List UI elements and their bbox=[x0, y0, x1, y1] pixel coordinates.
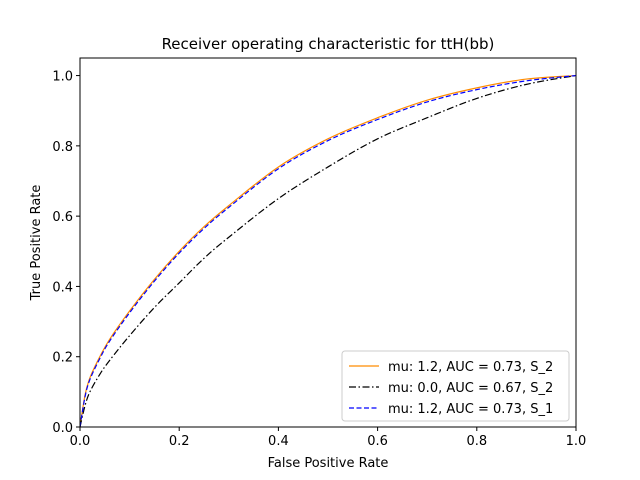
x-tick-label: 0.4 bbox=[268, 434, 289, 449]
roc-curve-series-1 bbox=[79, 74, 577, 428]
y-tick-label: 0.8 bbox=[52, 140, 73, 155]
legend: mu: 1.2, AUC = 0.73, S_2 mu: 0.0, AUC = 0… bbox=[341, 350, 570, 422]
x-tick-label: 0.6 bbox=[367, 434, 388, 449]
x-tick-label: 1.0 bbox=[566, 434, 587, 449]
x-axis: 0.0 0.2 0.4 0.6 0.8 1.0 bbox=[70, 427, 587, 449]
y-tick-label: 0.4 bbox=[52, 280, 73, 295]
plot-lines bbox=[79, 74, 577, 428]
x-tick-label: 0.2 bbox=[169, 434, 190, 449]
roc-curve-series-3 bbox=[79, 74, 577, 428]
x-axis-label: False Positive Rate bbox=[268, 456, 389, 471]
legend-box bbox=[341, 350, 570, 422]
legend-label-3: mu: 1.2, AUC = 0.73, S_1 bbox=[388, 402, 553, 417]
legend-label-1: mu: 1.2, AUC = 0.73, S_2 bbox=[388, 360, 553, 375]
y-axis-label: True Positive Rate bbox=[29, 185, 44, 302]
y-tick-label: 1.0 bbox=[52, 70, 73, 85]
x-tick-label: 0.8 bbox=[466, 434, 487, 449]
roc-curve-series-2 bbox=[79, 74, 577, 428]
y-axis: 0.0 0.2 0.4 0.6 0.8 1.0 bbox=[52, 70, 80, 436]
legend-label-2: mu: 0.0, AUC = 0.67, S_2 bbox=[388, 381, 553, 396]
x-tick-label: 0.0 bbox=[70, 434, 91, 449]
y-tick-label: 0.2 bbox=[52, 351, 73, 366]
chart-title: Receiver operating characteristic for tt… bbox=[162, 35, 495, 53]
y-tick-label: 0.6 bbox=[52, 210, 73, 225]
plot-frame bbox=[79, 57, 577, 428]
y-tick-label: 0.0 bbox=[52, 421, 73, 436]
